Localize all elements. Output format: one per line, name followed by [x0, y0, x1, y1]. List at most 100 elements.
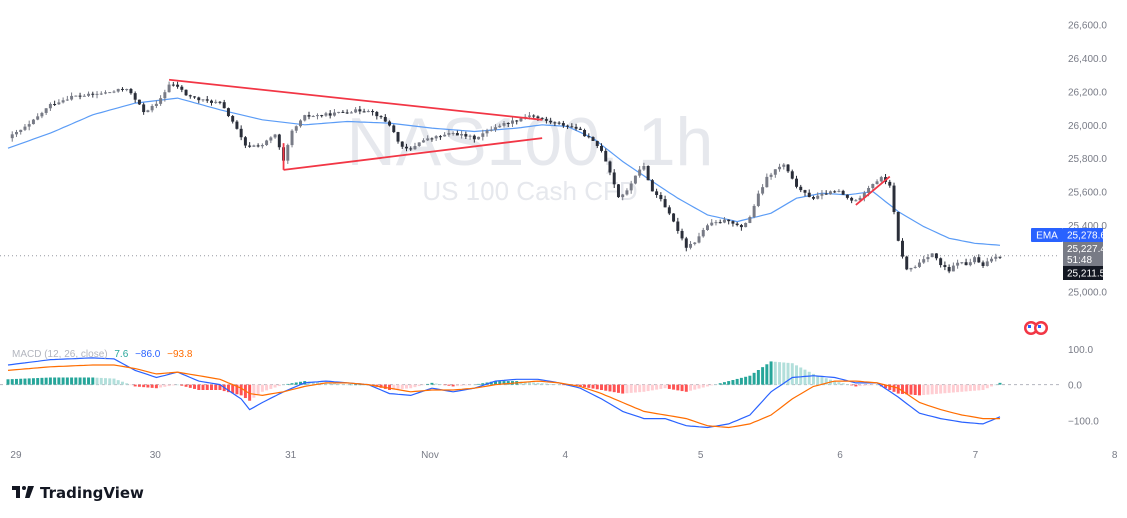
- macd-histogram-bar: [383, 384, 387, 389]
- candle-body: [735, 223, 739, 226]
- candle-body: [150, 105, 154, 111]
- candle-body: [540, 118, 544, 120]
- candle-body: [303, 115, 307, 121]
- macd-histogram-bar: [146, 384, 150, 388]
- macd-histogram-bar: [544, 383, 548, 385]
- macd-histogram-bar: [65, 377, 69, 385]
- candle-body: [502, 123, 506, 126]
- candle-body: [650, 180, 654, 192]
- macd-histogram-bar: [951, 384, 955, 393]
- macd-histogram-bar: [142, 384, 146, 388]
- candle-body: [591, 137, 595, 141]
- macd-histogram-bar: [438, 384, 442, 385]
- candle-body: [201, 99, 205, 101]
- candle-body: [146, 110, 150, 113]
- pattern-rising-wedge-line[interactable]: [855, 175, 891, 206]
- time-axis-tick: 4: [563, 450, 569, 461]
- candle-body: [901, 240, 904, 257]
- candle-body: [638, 169, 642, 176]
- candle-body: [566, 125, 570, 127]
- candle-body: [765, 176, 769, 188]
- candle-body: [871, 184, 875, 189]
- macd-histogram-bar: [154, 384, 158, 389]
- candle-body: [392, 125, 396, 133]
- macd-histogram-bar: [104, 378, 107, 385]
- candle-body: [909, 267, 913, 270]
- macd-histogram-bar: [6, 379, 10, 385]
- macd-histogram-bar: [977, 384, 981, 391]
- candle-body: [608, 161, 612, 173]
- macd-histogram-bar: [133, 384, 137, 387]
- macd-histogram-bar: [184, 384, 188, 387]
- macd-histogram-bar: [769, 361, 773, 385]
- candle-body: [922, 259, 926, 263]
- watermark-subtitle: US 100 Cash CFD: [422, 176, 637, 206]
- macd-histogram-bar: [845, 384, 849, 385]
- macd-histogram-bar: [311, 381, 315, 385]
- economic-events-icon[interactable]: [1024, 321, 1048, 335]
- macd-axis-tick: 100.0: [1068, 345, 1093, 356]
- macd-histogram-bar: [477, 383, 481, 385]
- candle-body: [388, 121, 392, 126]
- candle-body: [689, 243, 693, 248]
- macd-histogram-bar: [532, 382, 536, 385]
- candle-body: [218, 101, 222, 103]
- price-axis-tick: 25,800.0: [1068, 154, 1107, 165]
- candle-body: [163, 92, 167, 99]
- macd-histogram-bar: [53, 377, 57, 385]
- candle-body: [917, 262, 921, 267]
- macd-histogram-bar: [252, 384, 256, 398]
- macd-histogram-bar: [752, 372, 756, 385]
- time-axis-tick: 29: [10, 450, 22, 461]
- candle-body: [154, 103, 158, 106]
- candle-body: [862, 192, 866, 198]
- macd-histogram-bar: [201, 384, 205, 390]
- macd-histogram-bar: [464, 384, 468, 386]
- macd-histogram-bar: [210, 384, 213, 390]
- candle-body: [481, 133, 485, 137]
- pattern-triangle-upper[interactable]: [168, 78, 543, 121]
- macd-histogram-bar: [693, 384, 697, 390]
- macd-histogram-bar: [735, 378, 739, 385]
- macd-histogram-bar: [226, 384, 230, 393]
- macd-histogram-bar: [633, 384, 637, 393]
- macd-histogram-bar: [854, 384, 858, 387]
- macd-histogram-bar: [646, 384, 650, 392]
- candle-body: [807, 192, 811, 198]
- pattern-triangle-lower[interactable]: [283, 137, 543, 171]
- candle-body: [604, 150, 608, 162]
- macd-histogram-bar: [892, 384, 896, 392]
- candle-body: [120, 88, 124, 90]
- candle-body: [981, 262, 985, 266]
- candle-body: [888, 181, 892, 186]
- candle-body: [235, 121, 239, 129]
- macd-histogram-bar: [349, 384, 353, 386]
- candle-body: [973, 257, 977, 263]
- candle-body: [315, 115, 319, 117]
- candle-body: [129, 89, 133, 94]
- macd-histogram-bar: [816, 375, 820, 385]
- macd-histogram-bar: [57, 377, 61, 385]
- macd-histogram-bar: [417, 384, 421, 387]
- macd-histogram-bar: [400, 384, 404, 389]
- macd-histogram-bar: [451, 384, 455, 387]
- macd-histogram-bar: [782, 362, 786, 385]
- candle-body: [977, 257, 981, 263]
- candle-body: [239, 128, 243, 138]
- candle-body: [951, 265, 955, 272]
- candle-body: [286, 145, 290, 161]
- time-axis-tick: 8: [1112, 450, 1118, 461]
- candle-body: [544, 119, 548, 121]
- candle-body: [519, 118, 523, 122]
- candle-body: [778, 166, 782, 170]
- macd-histogram-bar: [388, 384, 392, 390]
- macd-histogram-bar: [299, 381, 302, 385]
- candle-body: [210, 100, 213, 103]
- candle-body: [366, 111, 370, 113]
- macd-histogram-bar: [667, 384, 671, 389]
- macd-histogram-bar: [875, 384, 879, 386]
- candle-body: [477, 136, 481, 140]
- macd-histogram-bar: [943, 384, 947, 394]
- candle-body: [786, 164, 790, 172]
